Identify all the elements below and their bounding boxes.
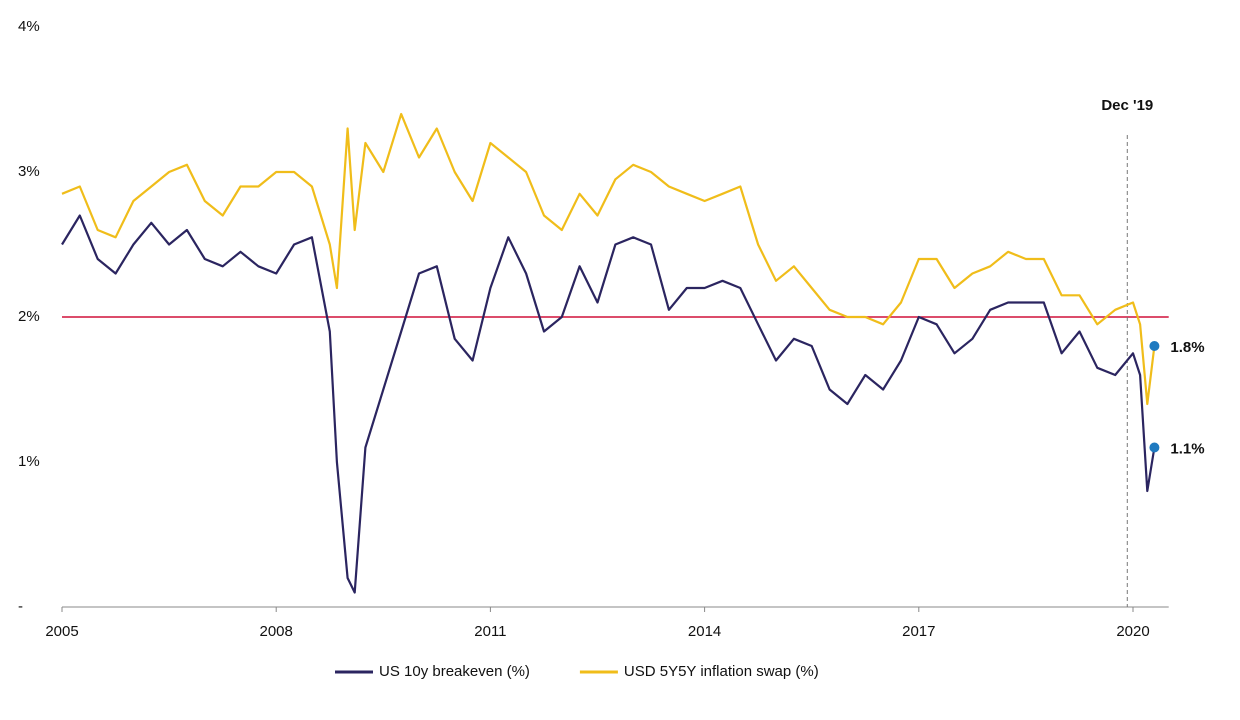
- legend-label: USD 5Y5Y inflation swap (%): [624, 663, 819, 680]
- x-tick-label: 2014: [688, 623, 721, 640]
- end-label: 1.8%: [1170, 339, 1204, 356]
- y-tick-label: 4%: [18, 18, 40, 35]
- x-tick-label: 2005: [45, 623, 78, 640]
- end-marker: [1149, 341, 1160, 351]
- x-tick-label: 2020: [1116, 623, 1149, 640]
- y-tick-label: 3%: [18, 163, 40, 180]
- end-marker: [1149, 442, 1160, 453]
- series-line: [61, 112, 1156, 406]
- y-tick-label: 1%: [18, 453, 40, 470]
- y-tick-label: 2%: [18, 308, 40, 325]
- x-tick-label: 2011: [474, 623, 506, 640]
- series-line: [61, 214, 1156, 594]
- legend-label: US 10y breakeven (%): [379, 663, 530, 680]
- end-label: 1.1%: [1170, 440, 1204, 457]
- x-tick-label: 2008: [260, 623, 293, 640]
- y-tick-label: -: [18, 598, 23, 615]
- event-label: Dec '19: [1101, 97, 1153, 114]
- x-tick-label: 2017: [902, 623, 935, 640]
